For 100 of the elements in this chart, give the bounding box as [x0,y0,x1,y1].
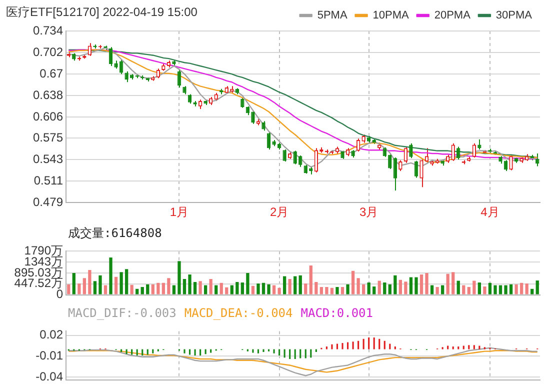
bar [262,282,266,294]
y-tick-label: 0.606 [32,109,64,124]
bar [182,278,186,294]
candlestick [414,160,418,178]
bar [467,287,470,294]
bar [124,269,128,294]
bar [109,257,112,294]
bar [330,288,334,294]
y-tick-label: 0.575 [32,130,64,144]
bar [394,275,397,294]
bar [88,270,92,294]
bar [483,286,486,294]
bar [383,282,386,294]
bar [67,284,70,294]
bar [388,284,392,294]
bar [267,284,270,294]
y-tick-label: 0.67 [40,66,64,80]
y-tick-label: 0 [56,287,64,302]
bar [536,280,539,294]
x-tick-label: 1月 [170,205,189,220]
bar [367,282,370,294]
y-tick-label: 1790万 [24,244,63,258]
bar [456,280,460,294]
candlestick [409,142,413,159]
bar [246,273,250,294]
bar [420,274,424,294]
bar [240,282,244,294]
bar [151,284,154,294]
bar [425,273,428,294]
bar [188,274,192,294]
y-tick-label: 0.543 [32,152,64,166]
y-tick-label: 0.02 [40,328,64,342]
bar [114,276,118,294]
candlestick [156,68,160,79]
legend-label: 30PMA [496,10,533,22]
bar [167,278,170,294]
bar [294,276,297,294]
legend-label: 20PMA [434,10,472,22]
y-tick-label: 0.511 [34,173,64,188]
bar [398,280,402,294]
text: 成交量:6164808 [68,226,162,240]
candlestick [198,99,202,110]
candlestick [356,138,360,152]
candlestick [124,70,128,83]
candlestick [388,154,392,170]
bar [440,285,444,294]
candlestick [262,120,266,132]
candlestick [404,146,408,164]
text: MACD_DIF:-0.003 [68,306,176,320]
bar [193,282,197,294]
y-tick-label: 0.479 [32,194,64,209]
bar [478,282,482,294]
text: MACD_DEA:-0.004 [184,306,293,320]
legend-label: 10PMA [372,10,410,22]
y-tick-label: 0.702 [32,44,64,59]
bar [314,282,318,294]
bar [514,284,518,294]
bar [214,285,218,294]
bar [325,287,328,294]
bar [520,282,524,294]
bar [220,282,223,294]
candlestick [251,110,255,124]
bar [436,287,439,294]
bar [162,282,166,294]
bar [509,284,513,294]
bar [282,276,286,294]
bar [251,286,255,294]
bar [498,285,502,294]
bar [414,277,418,294]
bar [104,285,108,294]
bar [525,283,528,294]
bar [278,288,281,294]
bar [346,284,350,294]
legend-label: 5PMA [317,10,348,22]
bar [172,285,176,294]
bar [272,285,276,294]
bar [430,285,434,294]
bar [298,275,302,294]
bar [372,286,376,294]
bar [336,287,339,294]
candlestick [478,138,482,150]
bar [198,281,202,294]
candlestick [188,94,192,104]
bar [494,285,497,294]
bar [98,275,102,294]
chart-title: 医疗ETF[512170] 2022-04-19 15:00 [6,4,198,21]
bar [409,277,413,294]
bar [204,285,208,294]
bar [404,282,408,294]
bar [93,281,97,294]
candlestick [398,160,402,172]
candlestick [509,154,513,171]
bar [356,278,360,294]
y-tick-label: -0.04 [36,369,64,384]
y-tick-label: 0.734 [32,23,64,38]
bar [340,287,344,294]
y-tick-label: 0.638 [32,88,64,102]
bar [140,287,144,294]
bar [178,261,181,294]
bar [309,266,312,294]
